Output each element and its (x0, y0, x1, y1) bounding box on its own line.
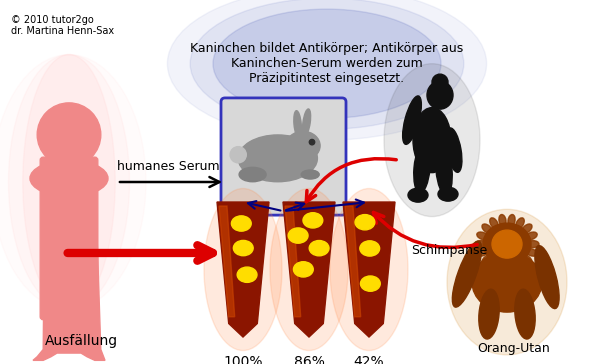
Ellipse shape (526, 232, 537, 240)
Circle shape (310, 139, 314, 145)
Text: 100%: 100% (223, 355, 263, 364)
Ellipse shape (482, 255, 492, 264)
Ellipse shape (414, 143, 430, 193)
Ellipse shape (239, 167, 266, 182)
Polygon shape (217, 202, 269, 337)
Ellipse shape (508, 262, 515, 274)
Polygon shape (285, 206, 301, 317)
Ellipse shape (213, 9, 441, 118)
Ellipse shape (302, 109, 311, 136)
Text: Ausfällung: Ausfällung (45, 334, 118, 348)
Ellipse shape (477, 232, 488, 240)
Ellipse shape (0, 55, 146, 309)
Ellipse shape (479, 289, 499, 339)
Ellipse shape (303, 213, 323, 228)
Ellipse shape (483, 223, 531, 265)
Ellipse shape (293, 262, 313, 277)
Ellipse shape (294, 111, 301, 138)
Polygon shape (343, 202, 395, 337)
Ellipse shape (499, 262, 506, 274)
Text: humanes Serum: humanes Serum (117, 160, 220, 173)
Ellipse shape (522, 255, 532, 264)
Ellipse shape (516, 218, 524, 229)
Polygon shape (283, 202, 335, 337)
Circle shape (230, 147, 247, 163)
Text: Schimpanse: Schimpanse (411, 244, 487, 257)
FancyBboxPatch shape (40, 157, 98, 320)
Circle shape (37, 103, 101, 166)
Text: Kaninchen bildet Antikörper; Antikörper aus
Kaninchen-Serum werden zum
Präzipiti: Kaninchen bildet Antikörper; Antikörper … (190, 42, 464, 85)
Ellipse shape (490, 260, 498, 270)
Ellipse shape (286, 131, 320, 160)
Ellipse shape (475, 241, 487, 248)
Ellipse shape (309, 241, 329, 256)
Ellipse shape (8, 55, 130, 309)
Ellipse shape (384, 64, 480, 217)
Ellipse shape (499, 214, 506, 226)
FancyBboxPatch shape (221, 98, 346, 215)
Ellipse shape (432, 74, 448, 90)
Ellipse shape (436, 145, 452, 195)
Ellipse shape (167, 0, 487, 140)
Ellipse shape (527, 241, 539, 248)
Text: 86%: 86% (293, 355, 325, 364)
FancyBboxPatch shape (56, 152, 82, 167)
Ellipse shape (190, 0, 464, 129)
Ellipse shape (238, 135, 317, 182)
Ellipse shape (535, 246, 559, 309)
Polygon shape (345, 206, 361, 317)
Ellipse shape (270, 189, 348, 351)
Ellipse shape (237, 267, 257, 282)
Ellipse shape (30, 160, 108, 197)
Polygon shape (33, 166, 105, 360)
Ellipse shape (355, 214, 375, 230)
Ellipse shape (446, 128, 462, 172)
Ellipse shape (330, 189, 408, 351)
Polygon shape (219, 206, 235, 317)
Ellipse shape (23, 55, 115, 309)
Text: © 2010 tutor2go
dr. Martina Henn-Sax: © 2010 tutor2go dr. Martina Henn-Sax (11, 15, 114, 36)
Ellipse shape (526, 249, 537, 256)
Ellipse shape (361, 276, 380, 291)
Text: Orang-Utan: Orang-Utan (477, 342, 550, 355)
Ellipse shape (492, 230, 522, 258)
Ellipse shape (438, 187, 458, 201)
Ellipse shape (408, 188, 428, 202)
Ellipse shape (508, 214, 515, 226)
Ellipse shape (233, 240, 253, 256)
Ellipse shape (288, 228, 308, 243)
Ellipse shape (204, 189, 282, 351)
Ellipse shape (301, 170, 319, 179)
Ellipse shape (482, 224, 492, 233)
Ellipse shape (516, 260, 524, 270)
Ellipse shape (447, 209, 567, 355)
Ellipse shape (413, 108, 451, 173)
Ellipse shape (452, 241, 482, 307)
Ellipse shape (472, 252, 542, 312)
Text: 42%: 42% (353, 355, 385, 364)
Ellipse shape (522, 224, 532, 233)
Ellipse shape (490, 218, 498, 229)
Ellipse shape (477, 249, 488, 256)
Ellipse shape (360, 241, 380, 256)
Ellipse shape (427, 81, 453, 109)
Ellipse shape (403, 96, 421, 145)
Ellipse shape (232, 216, 251, 231)
Ellipse shape (515, 289, 535, 339)
